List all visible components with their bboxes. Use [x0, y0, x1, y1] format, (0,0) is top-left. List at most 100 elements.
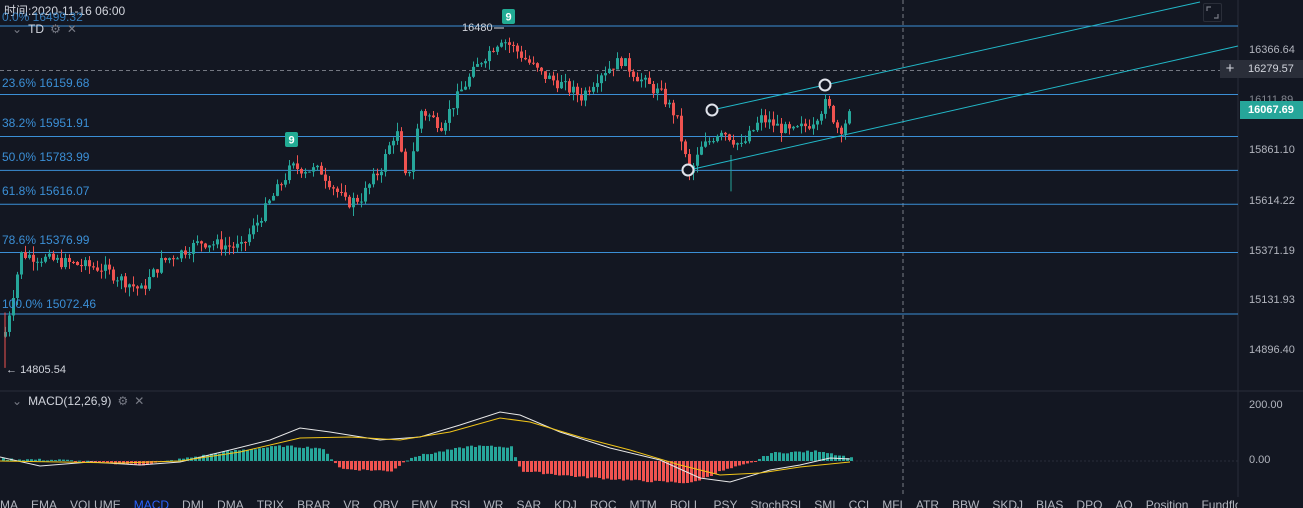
crosshair-price-tag: 16279.57 [1240, 60, 1303, 78]
tab-kdj[interactable]: KDJ [554, 498, 577, 508]
macd-histogram-bar [518, 461, 521, 467]
tab-atr[interactable]: ATR [915, 498, 940, 508]
gear-icon[interactable]: ⚙ [50, 22, 61, 36]
macd-histogram-bar [542, 461, 545, 475]
candle-body [160, 258, 163, 273]
close-icon[interactable]: ✕ [134, 394, 145, 408]
tab-ao[interactable]: AO [1115, 498, 1133, 508]
tab-dpo[interactable]: DPO [1076, 498, 1103, 508]
candle-body [784, 124, 787, 134]
tab-fundflow[interactable]: Fundflow [1201, 498, 1238, 508]
candle-body [424, 111, 427, 116]
macd-histogram-bar [750, 461, 753, 463]
macd-histogram-bar [390, 461, 393, 472]
tab-obv[interactable]: OBV [373, 498, 399, 508]
tab-bbw[interactable]: BBW [952, 498, 980, 508]
macd-histogram-bar [146, 461, 149, 465]
macd-histogram-bar [322, 449, 325, 461]
candle-body [524, 57, 527, 60]
tab-vr[interactable]: VR [343, 498, 361, 508]
tab-volume[interactable]: VOLUME [70, 498, 121, 508]
tab-dmi[interactable]: DMI [182, 498, 205, 508]
candle-body [252, 225, 255, 235]
tab-stochrsi[interactable]: StochRSI [750, 498, 802, 508]
tab-rsi[interactable]: RSI [450, 498, 471, 508]
candle-body [536, 63, 539, 68]
candle-body [32, 254, 35, 262]
candle-body [396, 131, 399, 141]
candle-body [344, 192, 347, 197]
candle-body [372, 173, 375, 185]
candle-body [584, 90, 587, 101]
candle-body [796, 126, 799, 128]
candle-body [556, 80, 559, 89]
tab-ma[interactable]: MA [0, 498, 18, 508]
macd-histogram-bar [690, 461, 693, 483]
candle-body [196, 241, 199, 243]
macd-histogram-bar [566, 461, 569, 476]
chevron-down-icon[interactable]: ⌄ [12, 22, 23, 36]
tab-mfi[interactable]: MFI [882, 498, 903, 508]
tab-emv[interactable]: EMV [411, 498, 438, 508]
macd-histogram-bar [86, 460, 89, 462]
macd-histogram-bar [450, 449, 453, 461]
candle-body [320, 165, 323, 175]
td-label: TD [28, 22, 45, 36]
tab-macd[interactable]: MACD [133, 498, 170, 508]
tab-cci[interactable]: CCI [848, 498, 870, 508]
tab-mtm[interactable]: MTM [629, 498, 657, 508]
candle-body [672, 102, 675, 116]
macd-histogram-bar [582, 461, 585, 477]
tab-dma[interactable]: DMA [217, 498, 244, 508]
macd-histogram-bar [426, 454, 429, 461]
candle-body [16, 274, 19, 298]
candle-body [152, 269, 155, 278]
candle-body [488, 50, 491, 62]
candle-body [272, 195, 275, 201]
tab-ema[interactable]: EMA [31, 498, 58, 508]
macd-histogram-bar [346, 461, 349, 470]
candle-body [392, 140, 395, 146]
axis-price-4: 15371.19 [1249, 245, 1295, 257]
candle-body [56, 257, 59, 260]
fib-label-236: 23.6% 16159.68 [2, 76, 90, 90]
tab-skdj[interactable]: SKDJ [992, 498, 1024, 508]
macd-histogram-bar [382, 461, 385, 471]
macd-histogram-bar [470, 445, 473, 461]
candle-body [432, 115, 435, 118]
candle-body [340, 191, 343, 193]
candle-body [132, 284, 135, 287]
macd-histogram-bar [602, 461, 605, 480]
close-icon[interactable]: ✕ [66, 22, 77, 36]
tab-sar[interactable]: SAR [516, 498, 542, 508]
macd-histogram-bar [762, 456, 765, 461]
fullscreen-icon[interactable] [1203, 3, 1222, 22]
tab-trix[interactable]: TRIX [256, 498, 285, 508]
tab-position[interactable]: Position [1145, 498, 1189, 508]
candle-body [348, 196, 351, 208]
macd-histogram-bar [366, 461, 369, 471]
tab-brar[interactable]: BRAR [297, 498, 331, 508]
macd-histogram-bar [494, 446, 497, 461]
tab-bias[interactable]: BIAS [1036, 498, 1064, 508]
candle-body [212, 244, 215, 246]
chevron-down-icon[interactable]: ⌄ [12, 394, 23, 408]
candle-body [240, 241, 243, 244]
candle-body [260, 221, 263, 223]
gear-icon[interactable]: ⚙ [117, 394, 129, 408]
add-alert-button[interactable]: + [1220, 60, 1240, 78]
macd-histogram-bar [758, 458, 761, 461]
candle-body [704, 141, 707, 147]
tab-smi[interactable]: SMI [814, 498, 836, 508]
candle-body [88, 260, 91, 267]
macd-histogram-bar [222, 451, 225, 461]
candle-body [60, 257, 63, 268]
macd-histogram-bar [638, 461, 641, 481]
tab-wr[interactable]: WR [483, 498, 504, 508]
tab-roc[interactable]: ROC [589, 498, 617, 508]
candle-body [404, 151, 407, 174]
candle-body [244, 241, 247, 243]
tab-psy[interactable]: PSY [713, 498, 738, 508]
tab-boll[interactable]: BOLL [669, 498, 701, 508]
